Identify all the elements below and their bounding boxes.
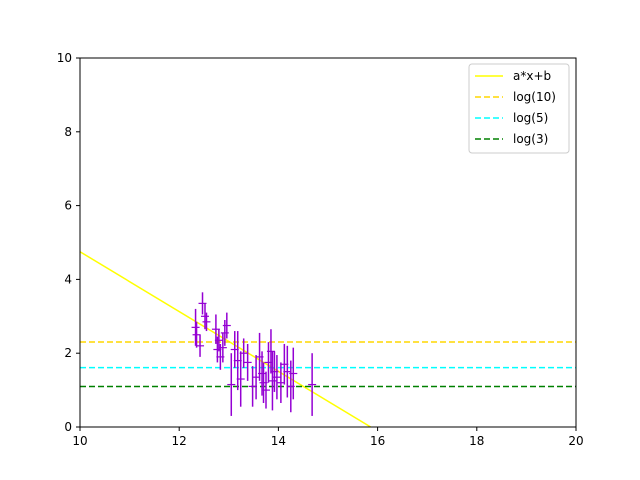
data-point [191, 308, 200, 346]
x-tick-label: 12 [172, 434, 187, 448]
data-point [239, 338, 248, 368]
data-point [266, 329, 275, 374]
data-point [272, 355, 281, 400]
data-point [202, 312, 211, 332]
data-point [192, 321, 201, 348]
y-tick-label: 2 [64, 346, 72, 360]
x-tick-label: 18 [469, 434, 484, 448]
legend-box [468, 63, 570, 154]
data-point [196, 334, 205, 357]
x-tick-label: 10 [72, 434, 87, 448]
data-point [243, 343, 252, 381]
y-tick-label: 6 [64, 199, 72, 213]
legend-label: log(5) [513, 111, 548, 125]
data-point [248, 366, 257, 407]
legend-label: log(3) [513, 132, 548, 146]
data-point [289, 347, 298, 400]
legend-label: a*x+b [513, 69, 551, 83]
legend-label: log(10) [513, 90, 556, 104]
x-tick-label: 14 [271, 434, 286, 448]
data-point [200, 303, 209, 330]
data-point [227, 353, 236, 416]
y-tick-label: 4 [64, 272, 72, 286]
data-point [262, 371, 270, 409]
data-point [283, 345, 292, 398]
data-point [222, 312, 231, 339]
data-point [308, 353, 317, 416]
y-tick-label: 10 [57, 51, 72, 65]
data-point [218, 332, 227, 363]
data-point [252, 355, 261, 400]
data-point [236, 351, 245, 407]
y-tick-label: 0 [64, 420, 72, 434]
axes: 10 12 14 16 18 20 0 2 4 6 8 10 [57, 51, 584, 448]
plot-frame [79, 57, 577, 428]
plot-content [80, 251, 576, 427]
x-tick-label: 16 [370, 434, 385, 448]
y-tick-label: 8 [64, 125, 72, 139]
legend: a*x+b log(10) log(5) log(3) [468, 63, 570, 154]
x-tick-label: 20 [568, 434, 583, 448]
data-point [258, 351, 267, 396]
data-point [276, 362, 285, 404]
